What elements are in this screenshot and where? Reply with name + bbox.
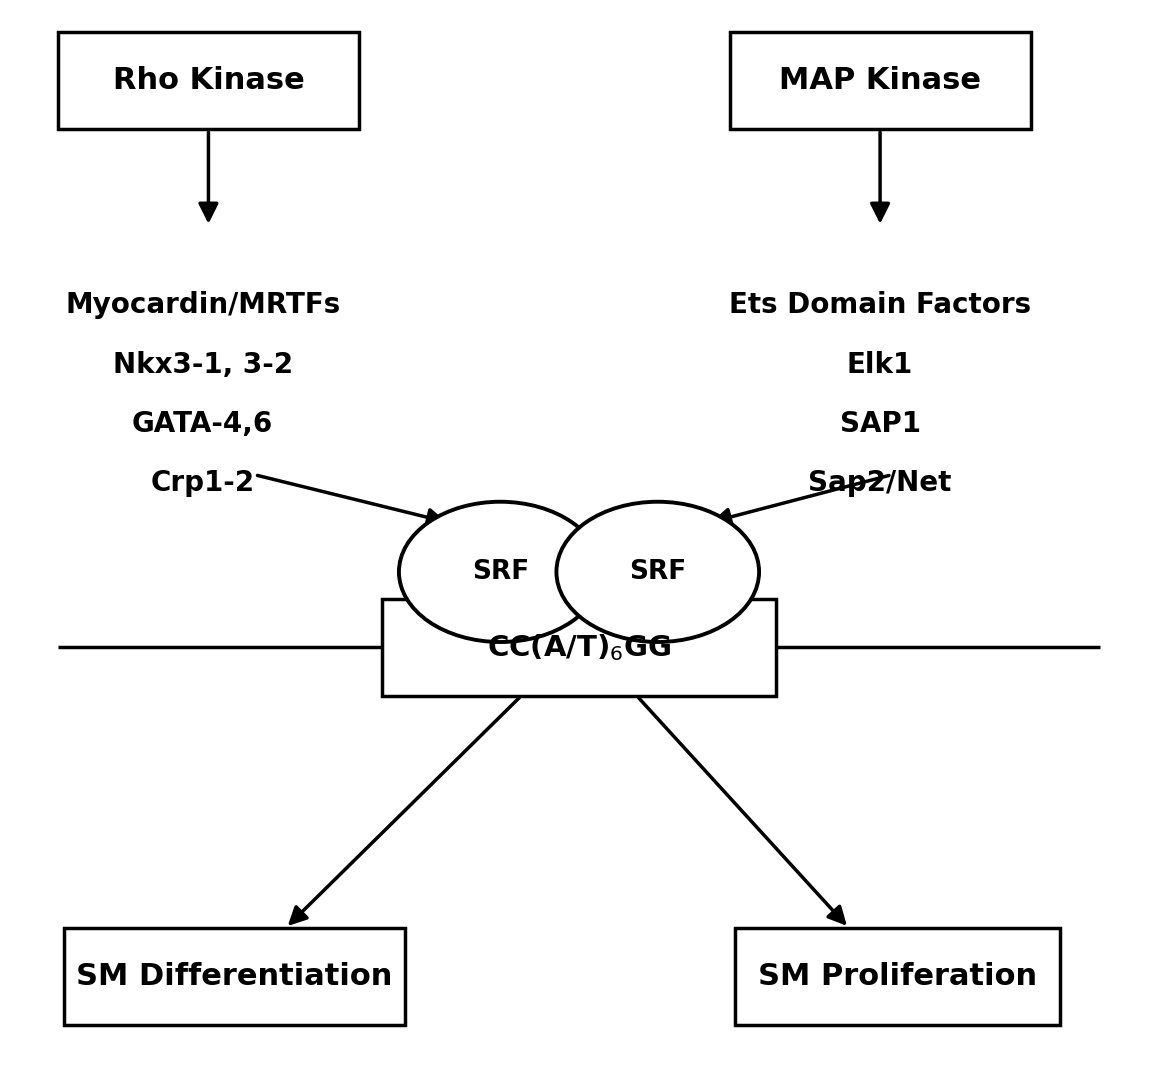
FancyBboxPatch shape — [735, 928, 1060, 1025]
Text: Rho Kinase: Rho Kinase — [112, 67, 305, 95]
FancyBboxPatch shape — [382, 599, 776, 696]
Ellipse shape — [398, 502, 601, 642]
Text: SRF: SRF — [629, 559, 687, 585]
Text: Nkx3-1, 3-2: Nkx3-1, 3-2 — [112, 351, 293, 379]
Ellipse shape — [557, 502, 760, 642]
Text: Sap2/Net: Sap2/Net — [808, 469, 952, 497]
Text: Myocardin/MRTFs: Myocardin/MRTFs — [65, 291, 340, 319]
Text: MAP Kinase: MAP Kinase — [779, 67, 981, 95]
Text: CC(A/T)$_6$GG: CC(A/T)$_6$GG — [486, 632, 672, 663]
Text: SM Proliferation: SM Proliferation — [757, 962, 1038, 991]
Text: GATA-4,6: GATA-4,6 — [132, 410, 273, 438]
Text: Ets Domain Factors: Ets Domain Factors — [730, 291, 1031, 319]
Text: SM Differentiation: SM Differentiation — [76, 962, 393, 991]
Text: SAP1: SAP1 — [840, 410, 921, 438]
Text: Elk1: Elk1 — [846, 351, 914, 379]
FancyBboxPatch shape — [58, 32, 359, 129]
FancyBboxPatch shape — [730, 32, 1031, 129]
Text: Crp1-2: Crp1-2 — [151, 469, 255, 497]
Text: SRF: SRF — [471, 559, 529, 585]
FancyBboxPatch shape — [64, 928, 405, 1025]
